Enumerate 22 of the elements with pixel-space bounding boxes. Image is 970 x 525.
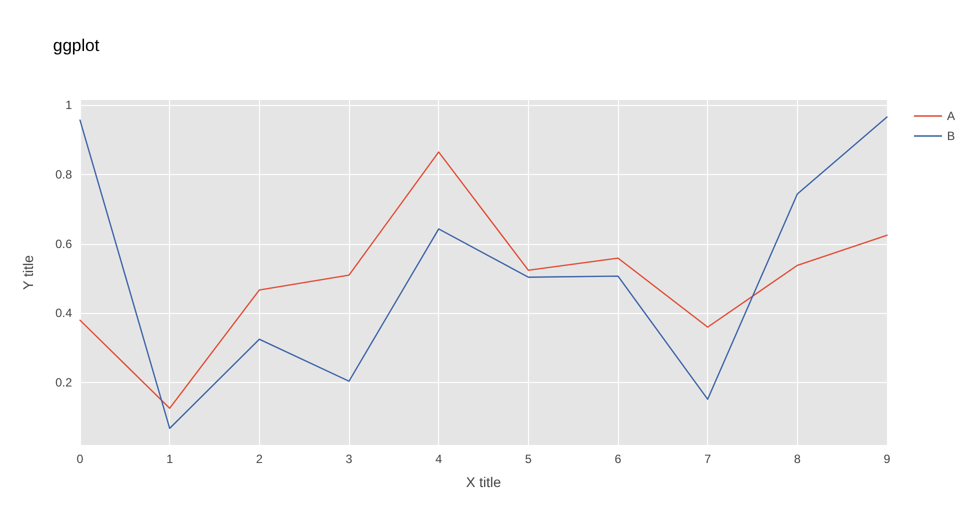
x-tick-label: 0	[76, 452, 84, 466]
line-series	[79, 151, 888, 409]
x-tick-label: 9	[884, 452, 891, 466]
x-tick-label: 5	[524, 452, 532, 466]
y-tick-label: 1	[65, 98, 72, 112]
x-tick-label: 7	[704, 452, 712, 466]
y-tick-label: 0.4	[55, 306, 72, 320]
chart-title: ggplot	[53, 36, 100, 55]
x-tick-label: 1	[166, 452, 174, 466]
legend-label: B	[946, 129, 956, 143]
y-tick-label: 0.8	[55, 168, 72, 182]
legend-label: A	[946, 109, 956, 123]
y-tick-label: 0.2	[55, 376, 72, 390]
line-series	[79, 116, 888, 430]
x-tick-label: 8	[794, 452, 801, 466]
x-axis-title: X title	[466, 474, 502, 490]
y-tick-label: 0.6	[55, 236, 72, 251]
x-tick-label: 4	[435, 452, 442, 466]
x-tick-label: 3	[346, 452, 353, 466]
y-axis-title: Y title	[20, 254, 36, 290]
x-tick-label: 6	[614, 452, 622, 466]
x-tick-label: 2	[256, 452, 263, 466]
